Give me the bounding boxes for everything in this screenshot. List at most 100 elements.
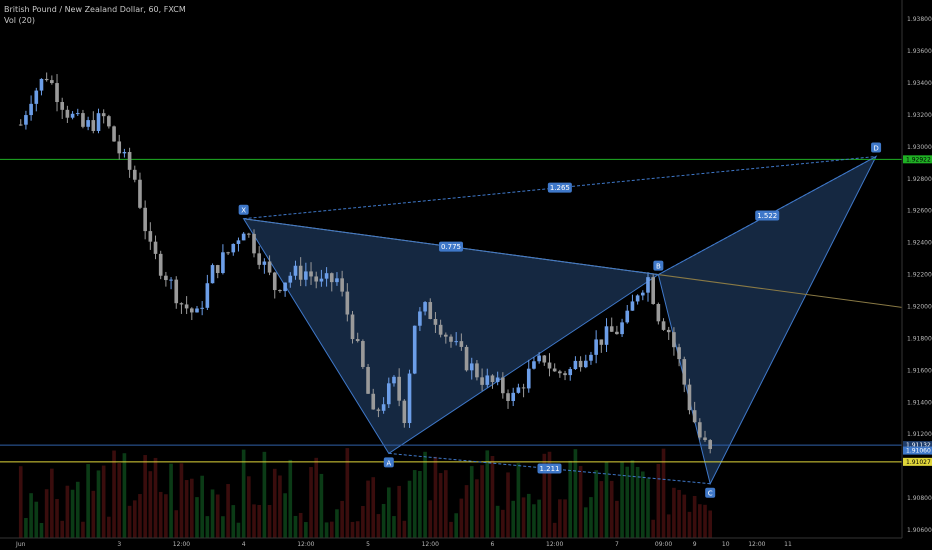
volume-bar — [386, 487, 391, 538]
candle-body — [355, 339, 360, 342]
price-tick-label: 1.92200 — [907, 272, 932, 279]
time-tick-label: 11 — [784, 541, 792, 548]
volume-bar — [44, 489, 49, 538]
ratio-label[interactable]: 0.775 — [441, 243, 461, 251]
point-label-c[interactable]: C — [708, 490, 713, 498]
volume-bar — [547, 451, 552, 538]
time-tick-label: 12:00 — [422, 541, 439, 548]
point-label-b[interactable]: B — [656, 263, 661, 271]
current-price-tag: 1.91060 — [906, 448, 931, 455]
candle-body — [433, 319, 438, 325]
candle-body — [29, 103, 33, 116]
volume-bar — [418, 470, 422, 538]
volume-bar — [692, 495, 697, 538]
volume-bar — [568, 460, 573, 538]
candle-body — [70, 113, 75, 118]
volume-bar — [464, 485, 469, 538]
volume-bar — [666, 514, 671, 538]
volume-bar — [392, 516, 396, 538]
volume-bar — [329, 521, 334, 538]
volume-bar — [81, 521, 85, 538]
volume-bar — [70, 489, 75, 538]
price-tick-label: 1.92400 — [907, 240, 932, 247]
time-tick-label: 6 — [491, 541, 495, 548]
candle-body — [96, 113, 101, 131]
candle-body — [640, 292, 645, 296]
ratio-line-bd — [658, 156, 877, 276]
volume-bar — [340, 500, 344, 538]
volume-bar — [298, 512, 303, 538]
volume-bar — [672, 487, 676, 538]
volume-bar — [288, 459, 293, 538]
volume-bar — [640, 471, 645, 538]
volume-bar — [428, 500, 433, 538]
volume-bar — [682, 494, 687, 538]
harmonic-pattern[interactable]: 1.265 0.775 1.522 1.211 X A B C D — [238, 142, 932, 498]
point-label-a[interactable]: A — [386, 459, 391, 467]
point-label-bg — [383, 457, 394, 468]
candle-body — [692, 410, 697, 423]
volume-bar — [542, 453, 547, 538]
time-tick-label: 12:00 — [748, 541, 765, 548]
volume-bar — [558, 499, 562, 538]
time-tick-label: 12:00 — [297, 541, 314, 548]
ratio-label-bg — [547, 182, 572, 193]
volume-bar — [532, 504, 536, 538]
price-tick-label: 1.90800 — [907, 495, 932, 502]
candle-body — [604, 326, 609, 345]
volume-bar — [635, 466, 640, 538]
volume-bar — [656, 463, 661, 538]
volume-bar — [438, 473, 443, 538]
volume-bar — [252, 504, 256, 538]
candle-body — [247, 233, 251, 235]
candle-body — [672, 332, 676, 348]
volume-bar — [599, 481, 604, 538]
volume-bar — [184, 480, 189, 538]
volume-bar — [485, 450, 490, 538]
volume-bar — [247, 476, 251, 538]
volume-bar — [236, 522, 241, 538]
volume-bar — [200, 475, 204, 538]
volume-bar — [355, 521, 360, 538]
ratio-label[interactable]: 1.211 — [539, 465, 559, 473]
volume-bar — [469, 466, 474, 538]
current-price-tag-bg — [903, 446, 932, 455]
volume-bar — [630, 460, 635, 538]
volume-bar — [677, 489, 681, 538]
volume-bar — [589, 497, 593, 538]
candle-body — [703, 437, 707, 441]
volume-bar — [91, 490, 96, 538]
candle-body — [50, 80, 54, 84]
volume-bar — [708, 510, 713, 538]
candle-body — [112, 126, 116, 142]
ratio-label[interactable]: 1.522 — [757, 212, 777, 220]
candle-body — [609, 326, 614, 332]
volume-bar — [698, 504, 702, 538]
candle-body — [231, 243, 236, 253]
candle-body — [195, 308, 199, 313]
candle-body — [184, 304, 189, 309]
volume-bar — [594, 470, 598, 538]
volume-bar — [397, 485, 401, 538]
volume-bar — [583, 507, 588, 538]
candle-body — [138, 179, 142, 208]
candle-body — [501, 377, 505, 394]
point-label-d[interactable]: D — [873, 144, 878, 152]
volume-indicator-label[interactable]: Vol (20) — [4, 16, 35, 25]
candle-body — [60, 102, 65, 110]
candle-body — [449, 336, 453, 342]
volume-bar — [324, 522, 329, 538]
point-label-x[interactable]: X — [241, 207, 246, 215]
candle-body — [594, 339, 598, 355]
candle-body — [91, 120, 96, 131]
candle-body — [324, 273, 329, 279]
candle-body — [241, 233, 246, 241]
symbol-title[interactable]: British Pound / New Zealand Dollar, 60, … — [4, 5, 186, 14]
price-tick-label: 1.91600 — [907, 367, 932, 374]
volume-bar — [138, 494, 142, 538]
volume-bar — [65, 485, 70, 538]
candle-body — [361, 341, 365, 367]
volume-bar — [272, 468, 277, 538]
ratio-label[interactable]: 1.265 — [550, 184, 570, 192]
